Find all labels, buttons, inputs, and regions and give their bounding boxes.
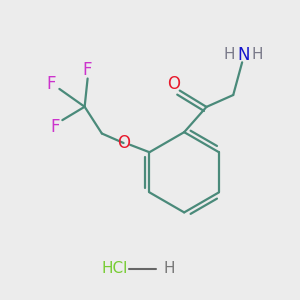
Text: HCl: HCl xyxy=(101,261,128,276)
Text: F: F xyxy=(50,118,60,136)
Text: F: F xyxy=(46,75,56,93)
Text: H: H xyxy=(252,47,263,62)
Text: O: O xyxy=(167,75,180,93)
Text: N: N xyxy=(237,46,250,64)
Text: H: H xyxy=(164,261,175,276)
Text: O: O xyxy=(117,134,130,152)
Text: H: H xyxy=(224,47,236,62)
Text: F: F xyxy=(83,61,92,79)
